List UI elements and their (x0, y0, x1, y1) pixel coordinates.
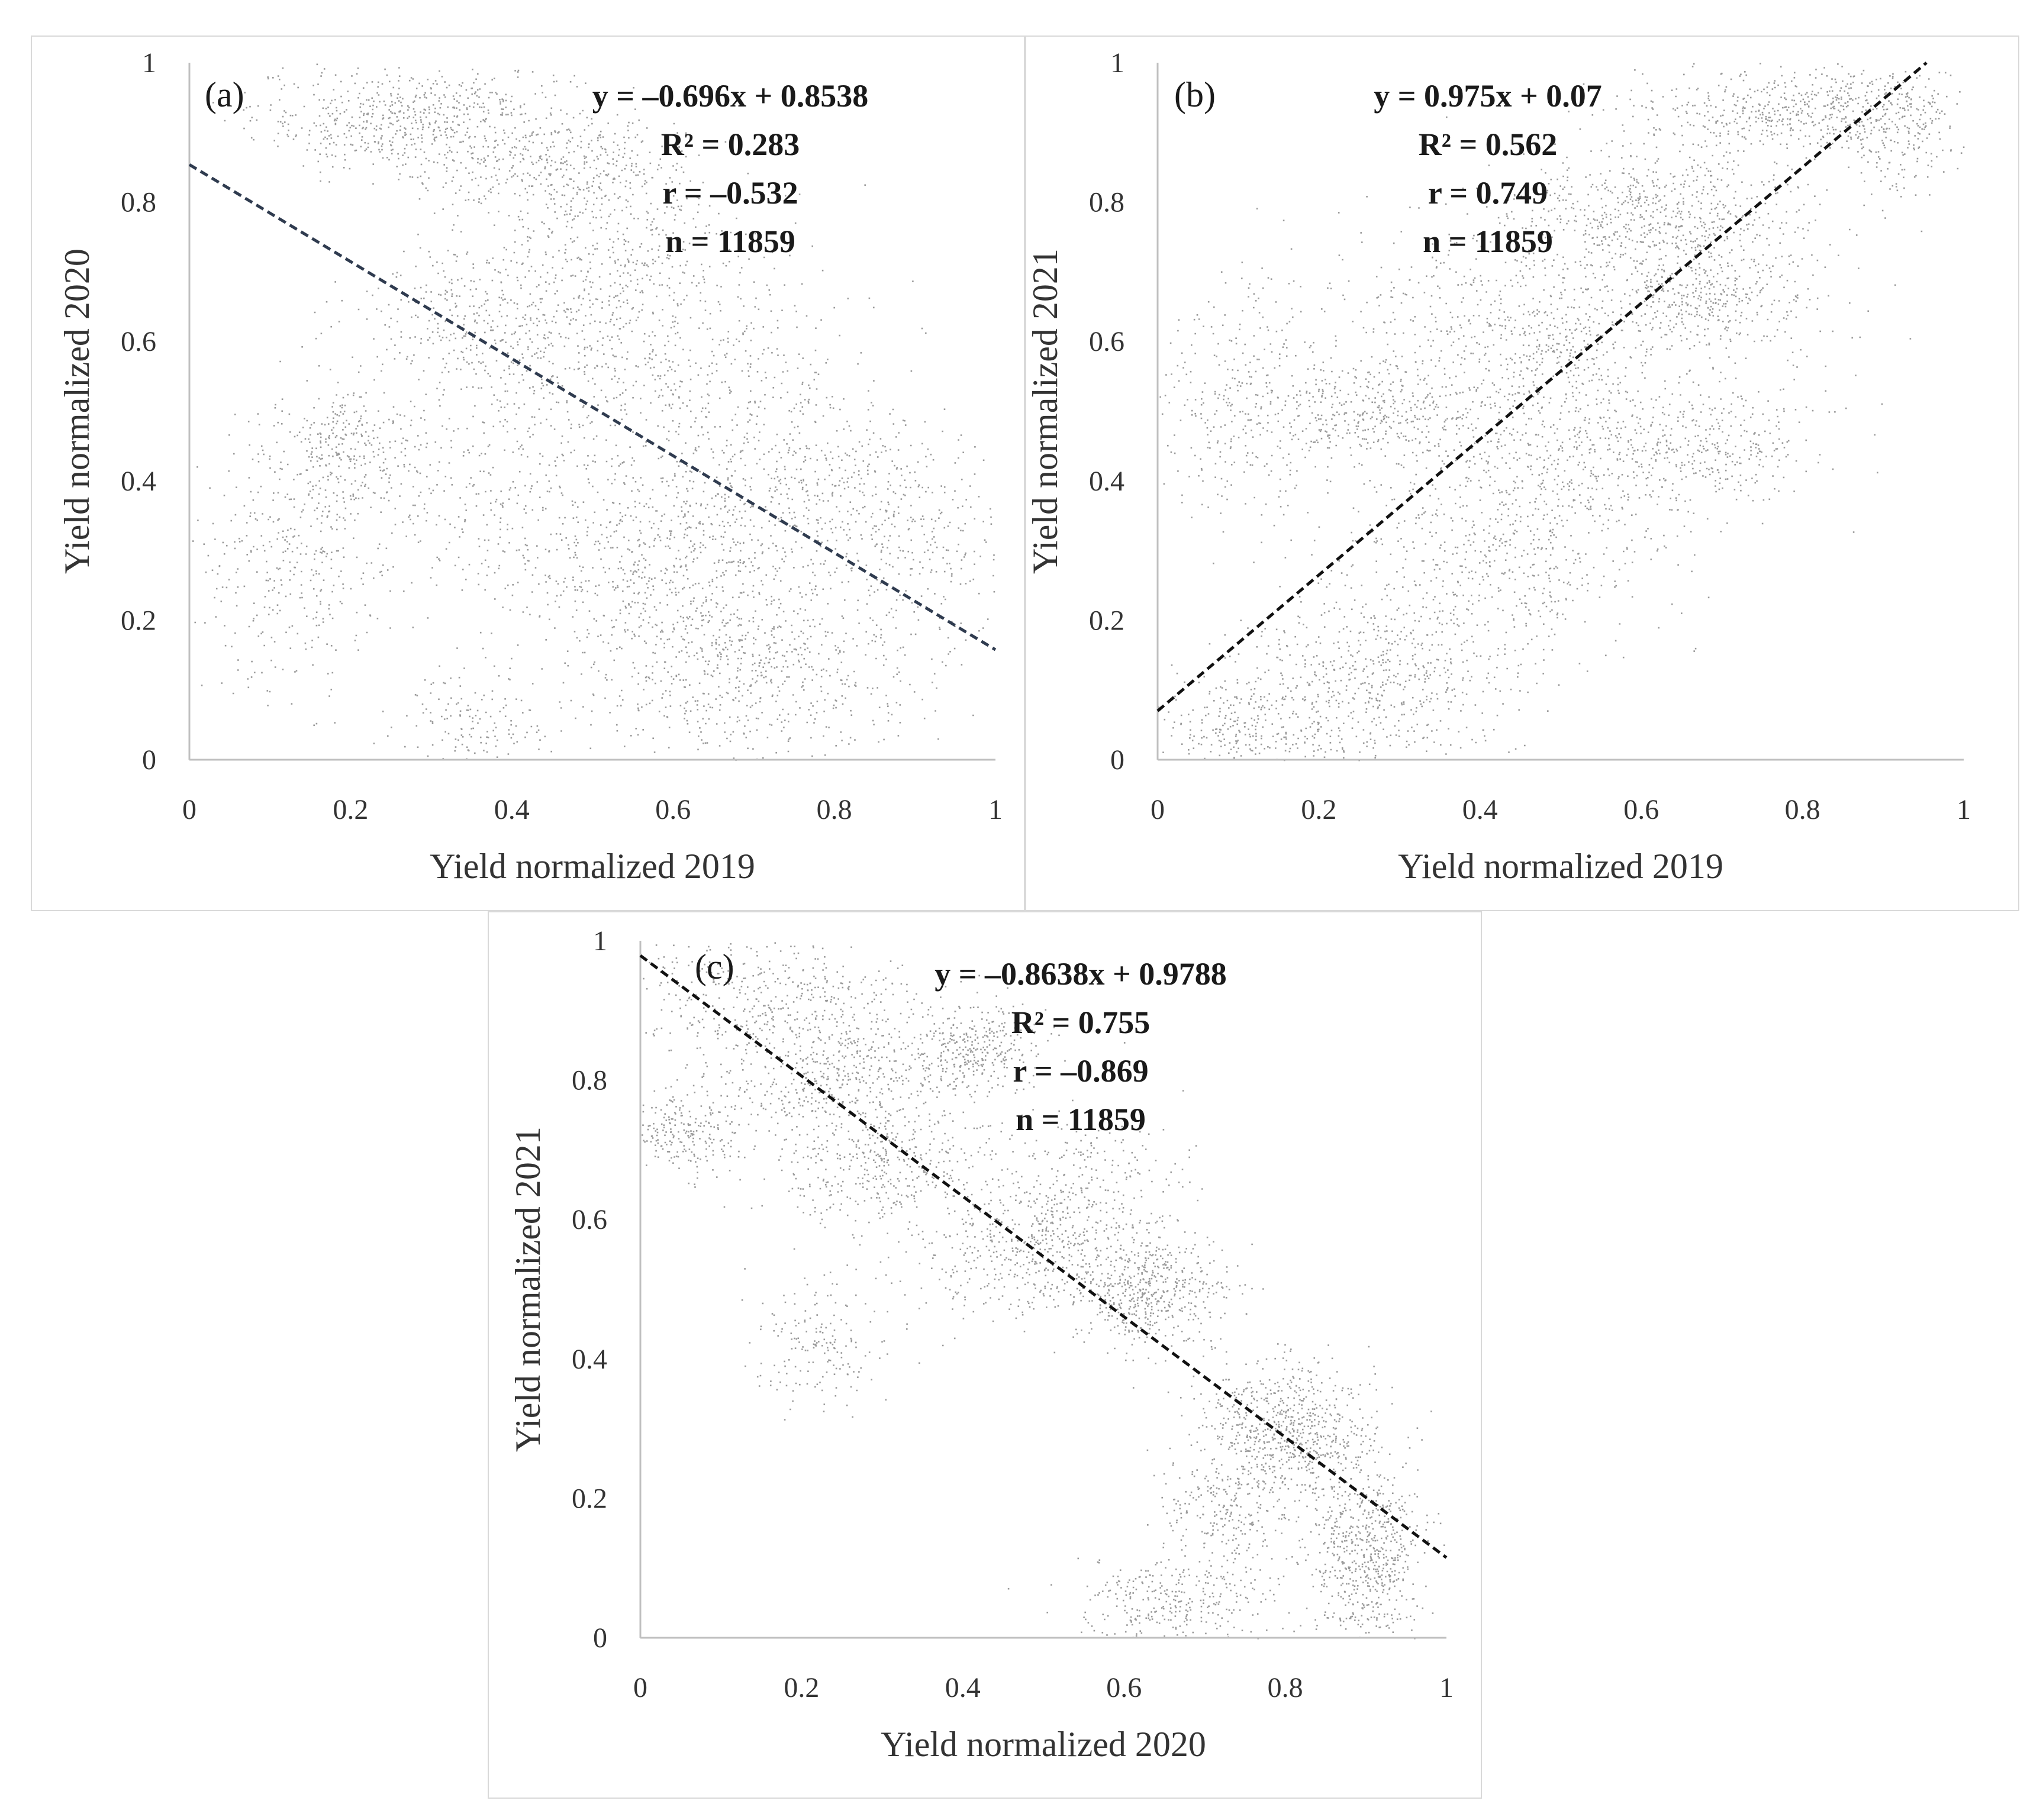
y-tick-label: 1 (142, 47, 156, 79)
y-tick-label: 0 (142, 744, 156, 776)
trendline (188, 163, 997, 651)
regression-stat: R² = 0.755 (1011, 1005, 1150, 1040)
y-tick-label: 0.6 (572, 1204, 607, 1235)
regression-stat: y = –0.8638x + 0.9788 (935, 956, 1227, 992)
regression-stat: r = –0.532 (662, 175, 798, 211)
x-axis-title: Yield normalized 2020 (881, 1725, 1206, 1764)
y-tick-label: 0.8 (1089, 187, 1124, 218)
x-tick-label: 0.2 (333, 794, 368, 825)
scatter-point-cloud (642, 942, 1445, 1640)
regression-stat: n = 11859 (1016, 1102, 1146, 1137)
scatter-points (642, 942, 1445, 1640)
panel-label: (a) (205, 75, 244, 114)
trendline (1156, 62, 1928, 712)
regression-stat: n = 11859 (665, 224, 795, 259)
x-tick-label: 0.2 (784, 1672, 819, 1703)
x-tick-label: 0.4 (1462, 794, 1498, 825)
panel-label: (b) (1174, 75, 1216, 114)
x-tick-label: 0 (633, 1672, 647, 1703)
y-tick-label: 0 (593, 1622, 607, 1654)
regression-stat: R² = 0.562 (1419, 127, 1557, 162)
x-axis-title: Yield normalized 2019 (430, 847, 755, 886)
regression-stat: R² = 0.283 (661, 127, 800, 162)
x-tick-label: 1 (1957, 794, 1971, 825)
y-tick-label: 0.6 (1089, 326, 1124, 357)
scatter-chart-a: 0 0.2 0.4 0.6 0.8 1 0 0.2 0.4 0.6 0.8 1 Yield normal… (57, 47, 1003, 886)
x-tick-label: 0 (1151, 794, 1165, 825)
scatter-point-cloud (192, 63, 995, 761)
x-tick-label: 0 (182, 794, 196, 825)
x-axis-title: Yield normalized 2019 (1398, 847, 1723, 886)
scatter-point-cloud (1158, 63, 1965, 761)
y-tick-label: 0.6 (121, 326, 156, 357)
x-tick-label: 0.8 (817, 794, 852, 825)
trendline (639, 954, 1448, 1559)
x-tick-label: 0.6 (1106, 1672, 1142, 1703)
chart-panel-b: 0 0.2 0.4 0.6 0.8 1 0 0.2 0.4 0.6 0.8 1 Yield normal… (1025, 36, 2019, 911)
x-tick-label: 0.6 (1623, 794, 1659, 825)
x-tick-label: 0.6 (655, 794, 691, 825)
regression-stat: r = –0.869 (1013, 1053, 1148, 1089)
y-tick-label: 0 (1110, 744, 1124, 776)
regression-stat: y = 0.975x + 0.07 (1374, 78, 1602, 114)
y-axis-title: Yield normalized 2021 (1026, 249, 1065, 574)
y-tick-label: 0.8 (121, 187, 156, 218)
regression-stat: n = 11859 (1423, 224, 1553, 259)
y-tick-label: 0.4 (121, 466, 156, 497)
scatter-points (1158, 63, 1965, 761)
x-tick-label: 0.4 (494, 794, 530, 825)
x-tick-label: 1 (988, 794, 1003, 825)
chart-panel-a: 0 0.2 0.4 0.6 0.8 1 0 0.2 0.4 0.6 0.8 1 Yield normal… (31, 36, 1025, 911)
scatter-points (192, 63, 995, 761)
chart-panel-c: 0 0.2 0.4 0.6 0.8 1 0 0.2 0.4 0.6 0.8 1 Yield normal… (488, 911, 1482, 1799)
scatter-chart-b: 0 0.2 0.4 0.6 0.8 1 0 0.2 0.4 0.6 0.8 1 Yield normal… (1026, 47, 1971, 886)
y-tick-label: 1 (1110, 47, 1124, 79)
scatter-chart-c: 0 0.2 0.4 0.6 0.8 1 0 0.2 0.4 0.6 0.8 1 Yield normal… (508, 925, 1454, 1764)
regression-stat: r = 0.749 (1428, 175, 1548, 211)
y-axis-title: Yield normalized 2021 (508, 1127, 547, 1452)
x-tick-label: 0.8 (1785, 794, 1820, 825)
x-tick-label: 0.2 (1301, 794, 1336, 825)
y-tick-label: 0.8 (572, 1065, 607, 1096)
y-tick-label: 0.2 (572, 1483, 607, 1514)
y-tick-label: 0.2 (1089, 605, 1124, 636)
x-tick-label: 0.4 (945, 1672, 981, 1703)
y-axis-title: Yield normalized 2020 (57, 249, 96, 574)
y-tick-label: 1 (593, 925, 607, 957)
x-tick-label: 0.8 (1268, 1672, 1303, 1703)
y-tick-label: 0.4 (1089, 466, 1124, 497)
panel-label: (c) (695, 947, 734, 986)
y-tick-label: 0.2 (121, 605, 156, 636)
y-tick-label: 0.4 (572, 1344, 607, 1375)
regression-stat: y = –0.696x + 0.8538 (592, 78, 869, 114)
x-tick-label: 1 (1439, 1672, 1454, 1703)
